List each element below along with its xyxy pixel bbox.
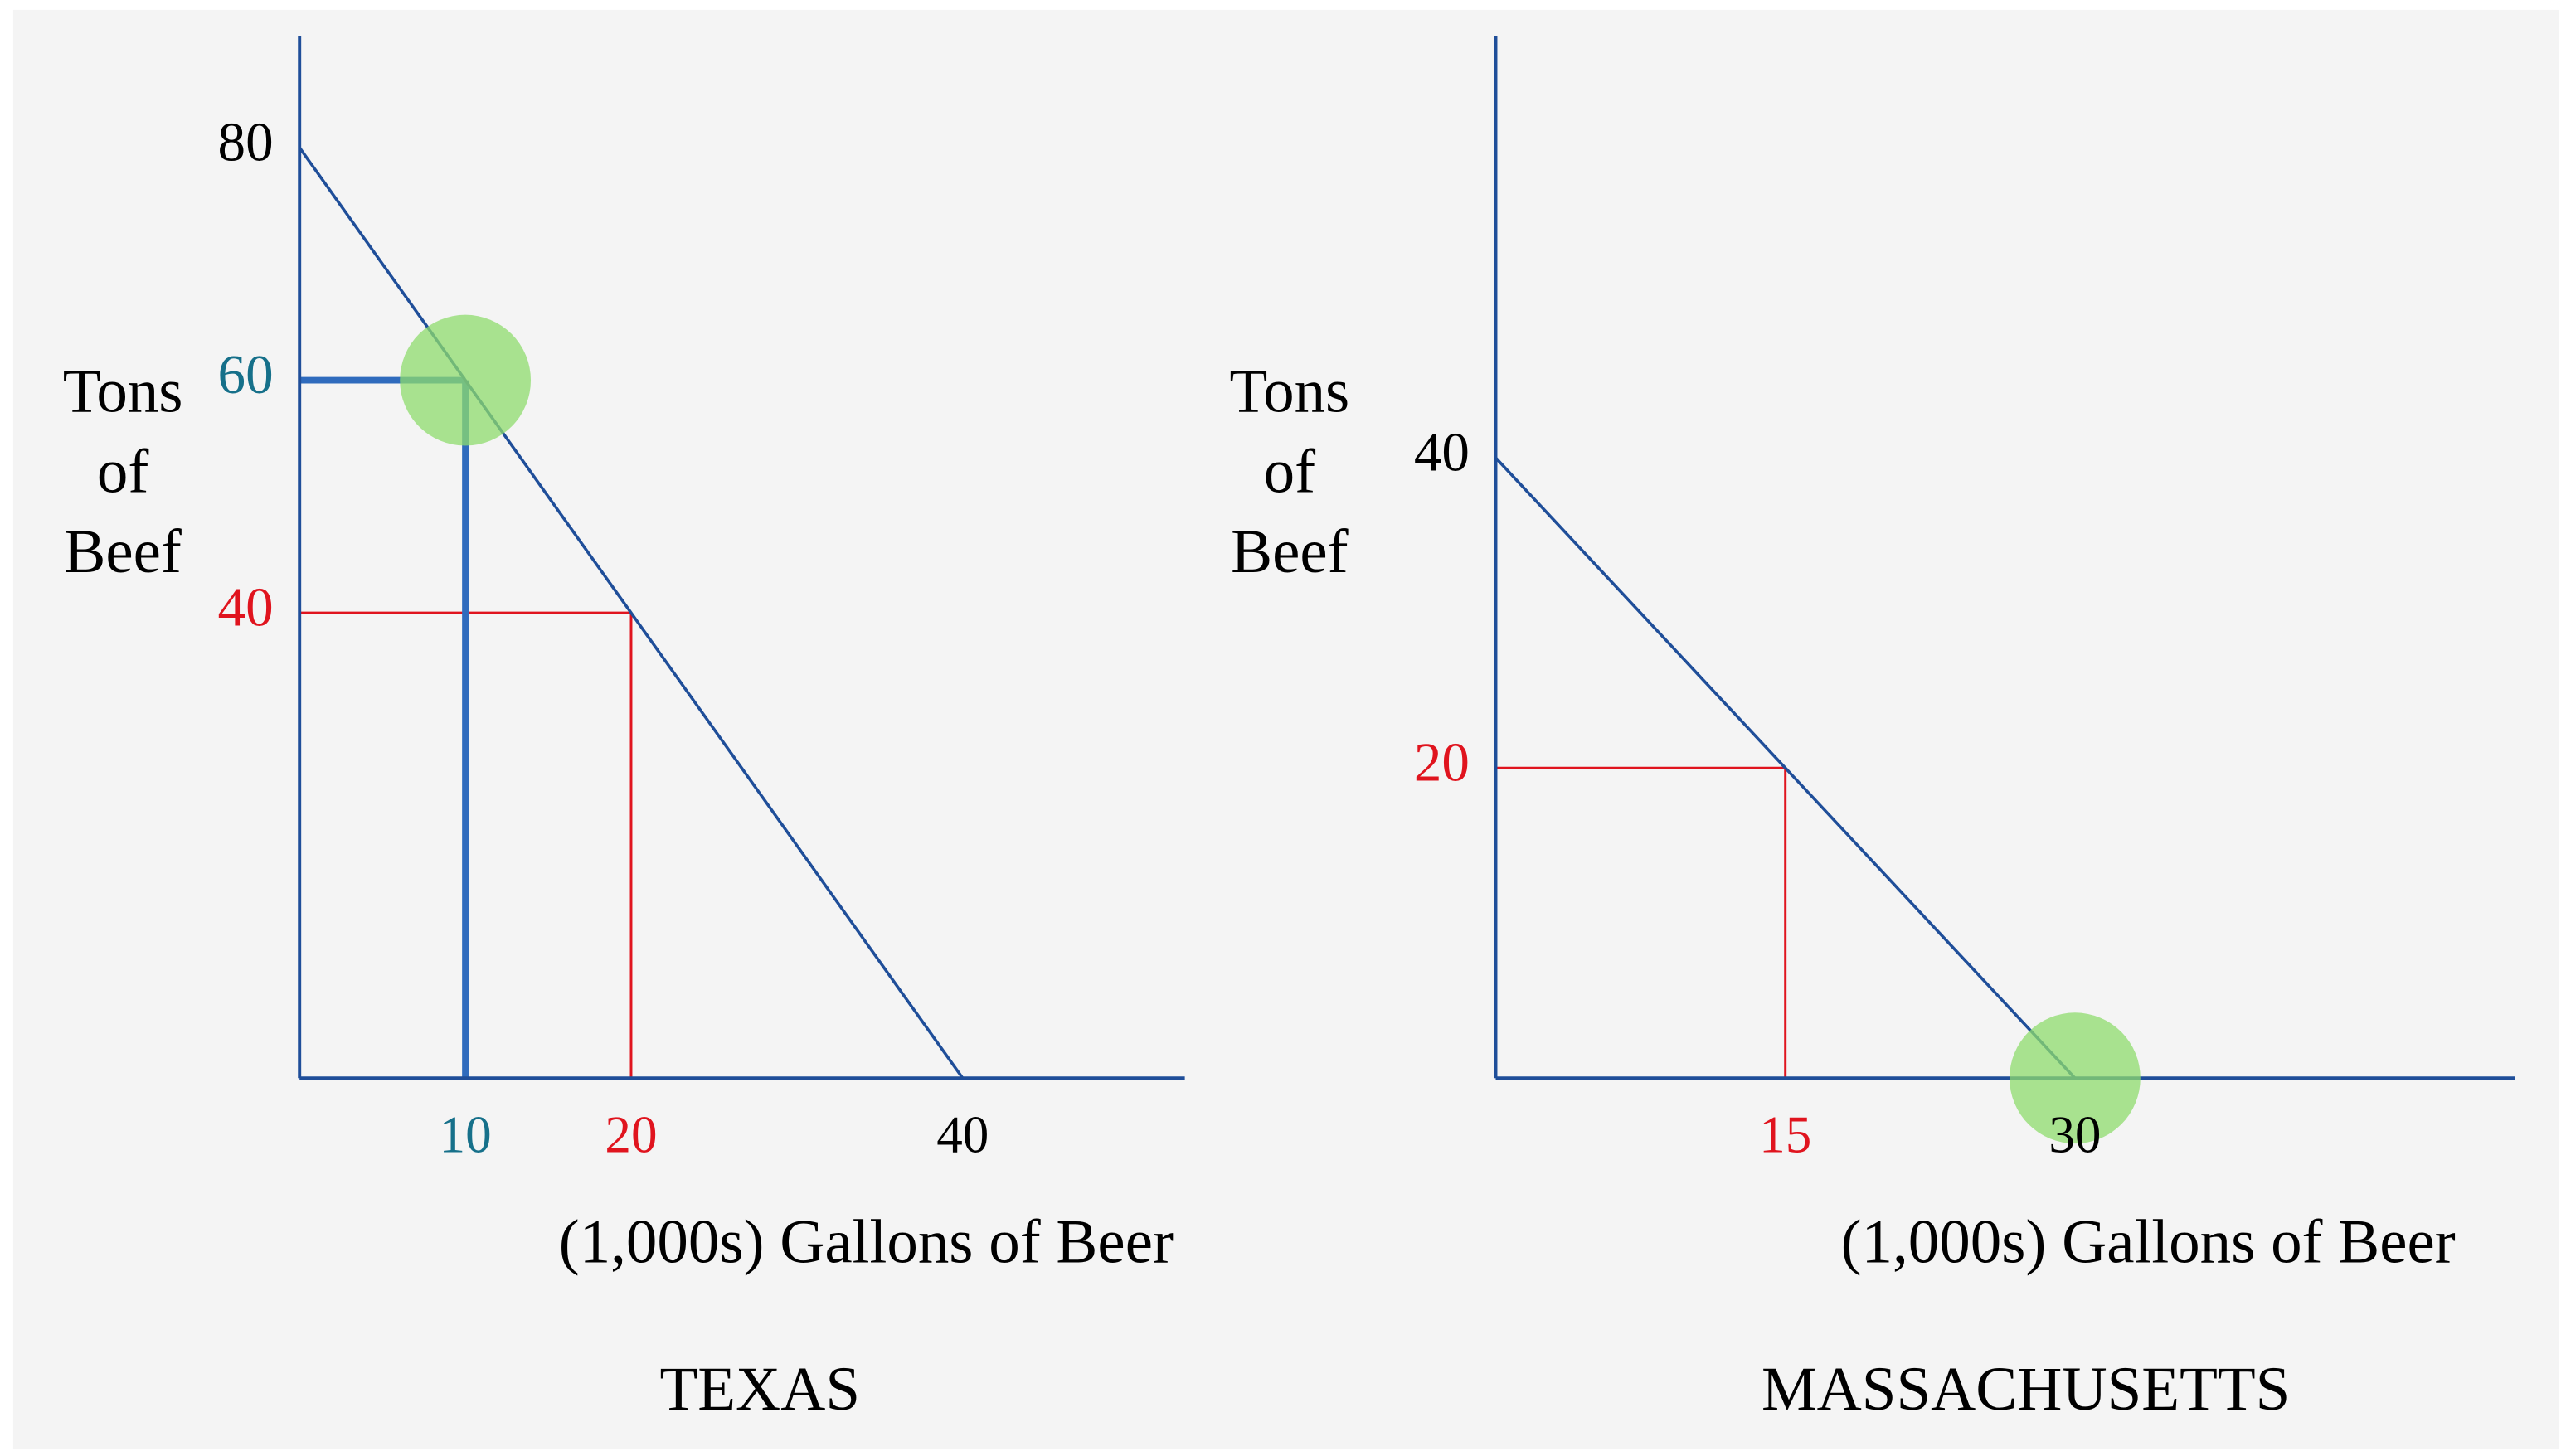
- y-tick-label: 40: [218, 576, 274, 638]
- x-tick-label: 10: [440, 1106, 492, 1164]
- x-tick-label: 30: [2048, 1106, 2101, 1164]
- highlight-circle: [2009, 1012, 2141, 1144]
- x-tick-label: 15: [1759, 1106, 1811, 1164]
- x-tick-label: 20: [605, 1106, 657, 1164]
- ppf-line: [1494, 456, 2077, 1080]
- y-axis-label: Tons: [63, 357, 183, 426]
- y-axis-label: Beef: [1231, 517, 1349, 586]
- x-tick-label: 40: [936, 1106, 989, 1164]
- y-tick-label: 20: [1414, 731, 1470, 794]
- ppf-line: [298, 147, 965, 1080]
- y-tick-label: 60: [218, 343, 274, 405]
- chart-title: MASSACHUSETTS: [1762, 1355, 2290, 1424]
- y-tick-label: 80: [218, 110, 274, 172]
- highlight-circle: [400, 314, 532, 446]
- y-axis-label: of: [97, 437, 148, 506]
- y-axis-label: of: [1264, 437, 1315, 506]
- x-axis-label: (1,000s) Gallons of Beer: [1841, 1208, 2456, 1277]
- background: [12, 9, 2559, 1450]
- x-axis-label: (1,000s) Gallons of Beer: [559, 1208, 1174, 1277]
- chart-title: TEXAS: [659, 1355, 860, 1424]
- y-tick-label: 40: [1414, 421, 1470, 483]
- y-axis-label: Beef: [64, 517, 182, 586]
- y-axis-label: Tons: [1230, 357, 1350, 426]
